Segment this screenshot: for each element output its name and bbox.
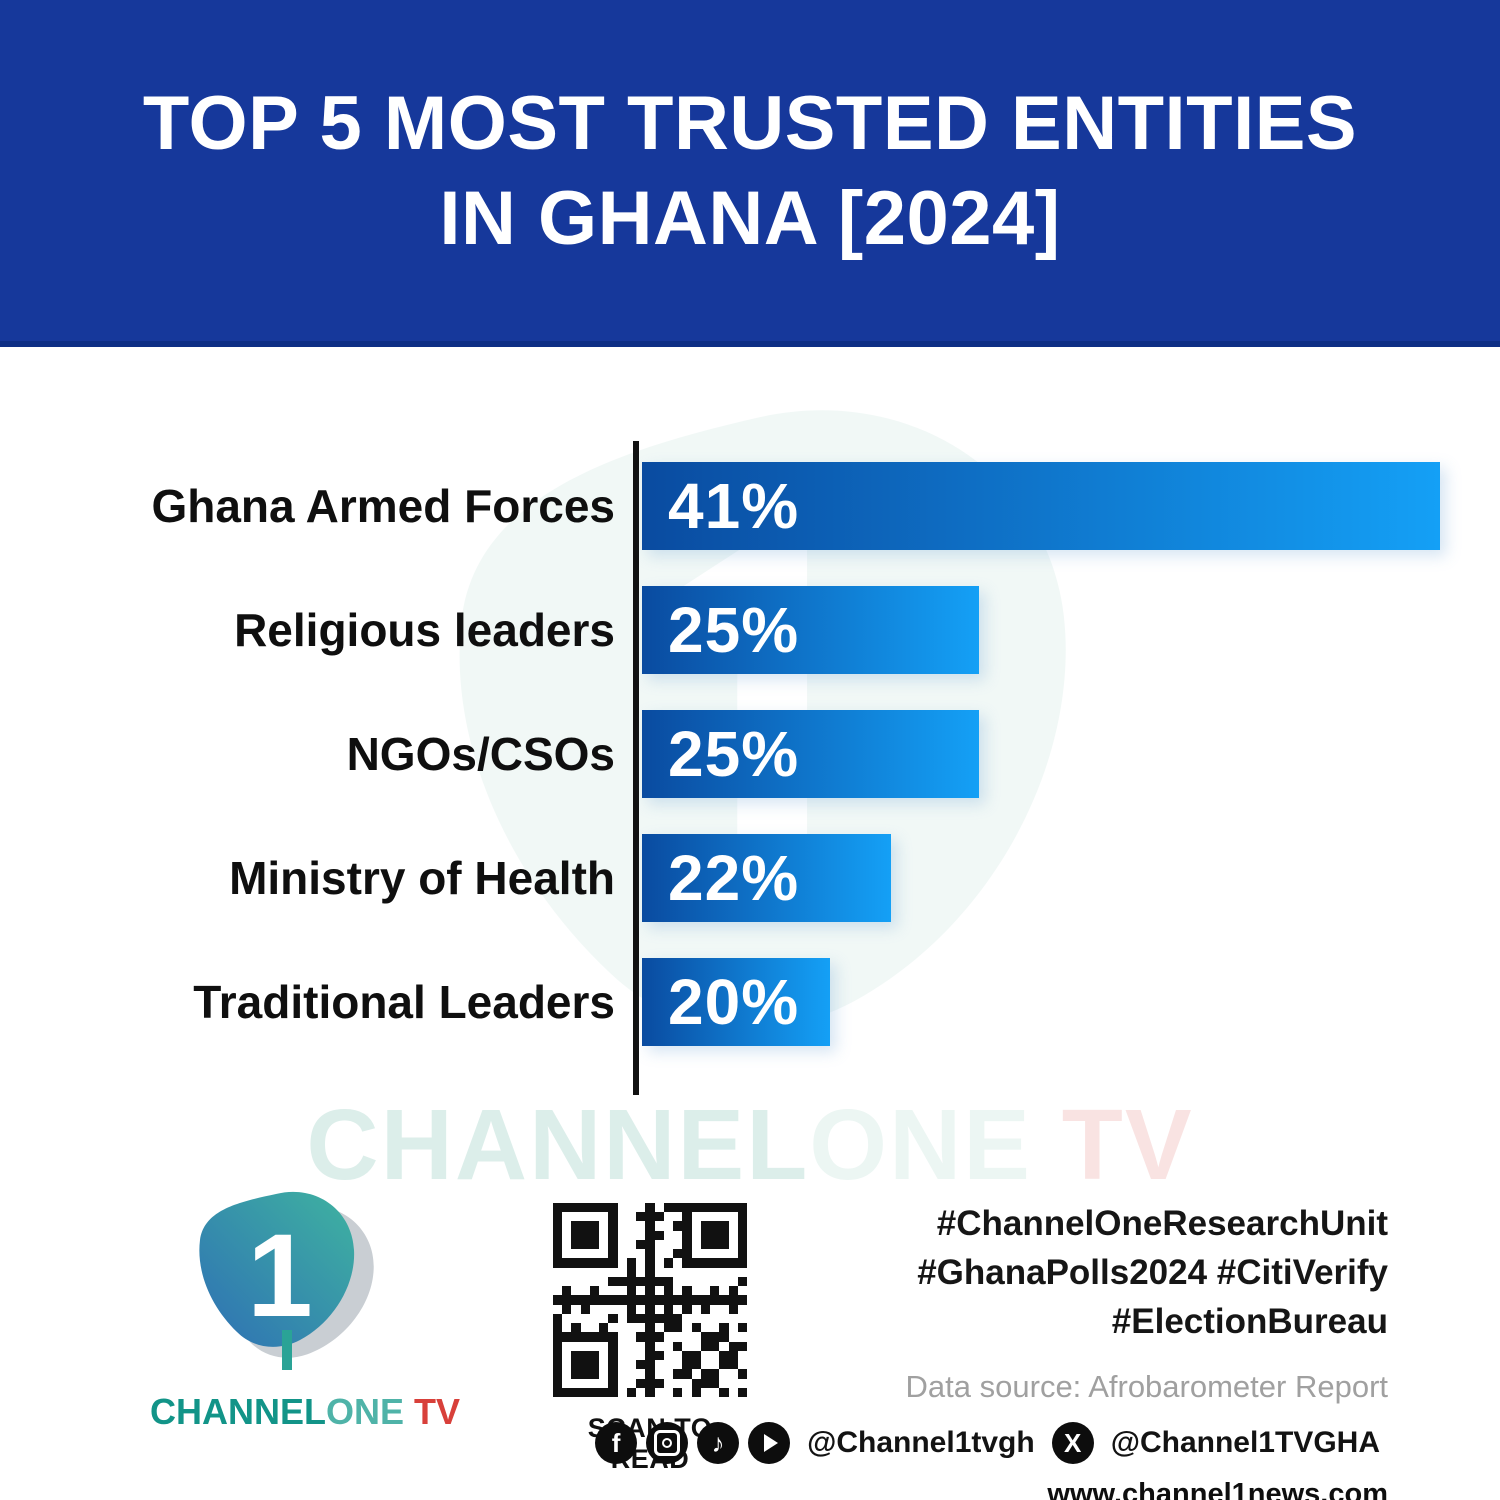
x-icon[interactable]: X bbox=[1051, 1422, 1094, 1464]
social-handle-primary[interactable]: @Channel1tvgh bbox=[807, 1426, 1035, 1459]
bar: 25% bbox=[642, 586, 979, 674]
category-label: Ghana Armed Forces bbox=[151, 480, 615, 532]
wordmark-one: ONE bbox=[326, 1391, 405, 1432]
bar-value-label: 20% bbox=[668, 966, 800, 1038]
website-url[interactable]: www.channel1news.com bbox=[1047, 1478, 1388, 1500]
facebook-icon[interactable]: f bbox=[595, 1422, 638, 1464]
youtube-icon[interactable] bbox=[748, 1422, 791, 1464]
youtube-play-glyph bbox=[764, 1434, 779, 1452]
chart-axis-line bbox=[633, 441, 639, 1095]
channel-one-logo-mark: 1 bbox=[199, 1191, 374, 1370]
header-banner: TOP 5 MOST TRUSTED ENTITIES IN GHANA [20… bbox=[0, 0, 1500, 347]
channel-one-wordmark: CHANNELONE TV bbox=[150, 1391, 460, 1433]
wordmark-channel: CHANNEL bbox=[150, 1391, 326, 1432]
footer-right-block: #ChannelOneResearchUnit #GhanaPolls2024 … bbox=[595, 1199, 1388, 1500]
hashtag-line-2: #GhanaPolls2024 #CitiVerify bbox=[917, 1253, 1388, 1292]
channel-one-logo: 1 CHANNELONE TV bbox=[150, 1180, 460, 1433]
bar: 41% bbox=[642, 462, 1440, 550]
watermark-one: ONE bbox=[809, 1089, 1032, 1201]
bar: 22% bbox=[642, 834, 891, 922]
data-source-note: Data source: Afrobarometer Report bbox=[905, 1369, 1388, 1404]
qr-code bbox=[553, 1203, 747, 1397]
category-label: Religious leaders bbox=[234, 604, 615, 656]
logo-one-tail bbox=[282, 1330, 292, 1370]
category-label: Ministry of Health bbox=[229, 852, 615, 904]
instagram-icon[interactable] bbox=[646, 1422, 689, 1464]
category-label: NGOs/CSOs bbox=[346, 728, 615, 780]
bar: 20% bbox=[642, 958, 830, 1046]
hashtag-line-1: #ChannelOneResearchUnit bbox=[936, 1204, 1388, 1243]
watermark-tv: TV bbox=[1032, 1089, 1194, 1201]
social-handle-x[interactable]: @Channel1TVGHA bbox=[1110, 1426, 1380, 1459]
page-title-line2: IN GHANA [2024] bbox=[439, 175, 1061, 261]
bar-value-label: 41% bbox=[668, 470, 800, 542]
instagram-glyph bbox=[654, 1430, 681, 1456]
logo-one-glyph: 1 bbox=[247, 1210, 313, 1342]
bar: 25% bbox=[642, 710, 979, 798]
page-title-line1: TOP 5 MOST TRUSTED ENTITIES bbox=[142, 80, 1358, 166]
tiktok-icon[interactable]: ♪ bbox=[697, 1422, 740, 1464]
hashtag-line-3: #ElectionBureau bbox=[1111, 1302, 1388, 1341]
bar-value-label: 25% bbox=[668, 594, 800, 666]
hashtag-list: #ChannelOneResearchUnit #GhanaPolls2024 … bbox=[595, 1199, 1388, 1346]
category-label: Traditional Leaders bbox=[193, 976, 615, 1028]
social-row: f ♪ @Channel1tvgh X @Channel1TVGHA bbox=[595, 1422, 1388, 1464]
bar-value-label: 22% bbox=[668, 842, 800, 914]
wordmark-tv: TV bbox=[404, 1391, 461, 1432]
bar-value-label: 25% bbox=[668, 718, 800, 790]
logo-pick-shape bbox=[199, 1191, 355, 1347]
